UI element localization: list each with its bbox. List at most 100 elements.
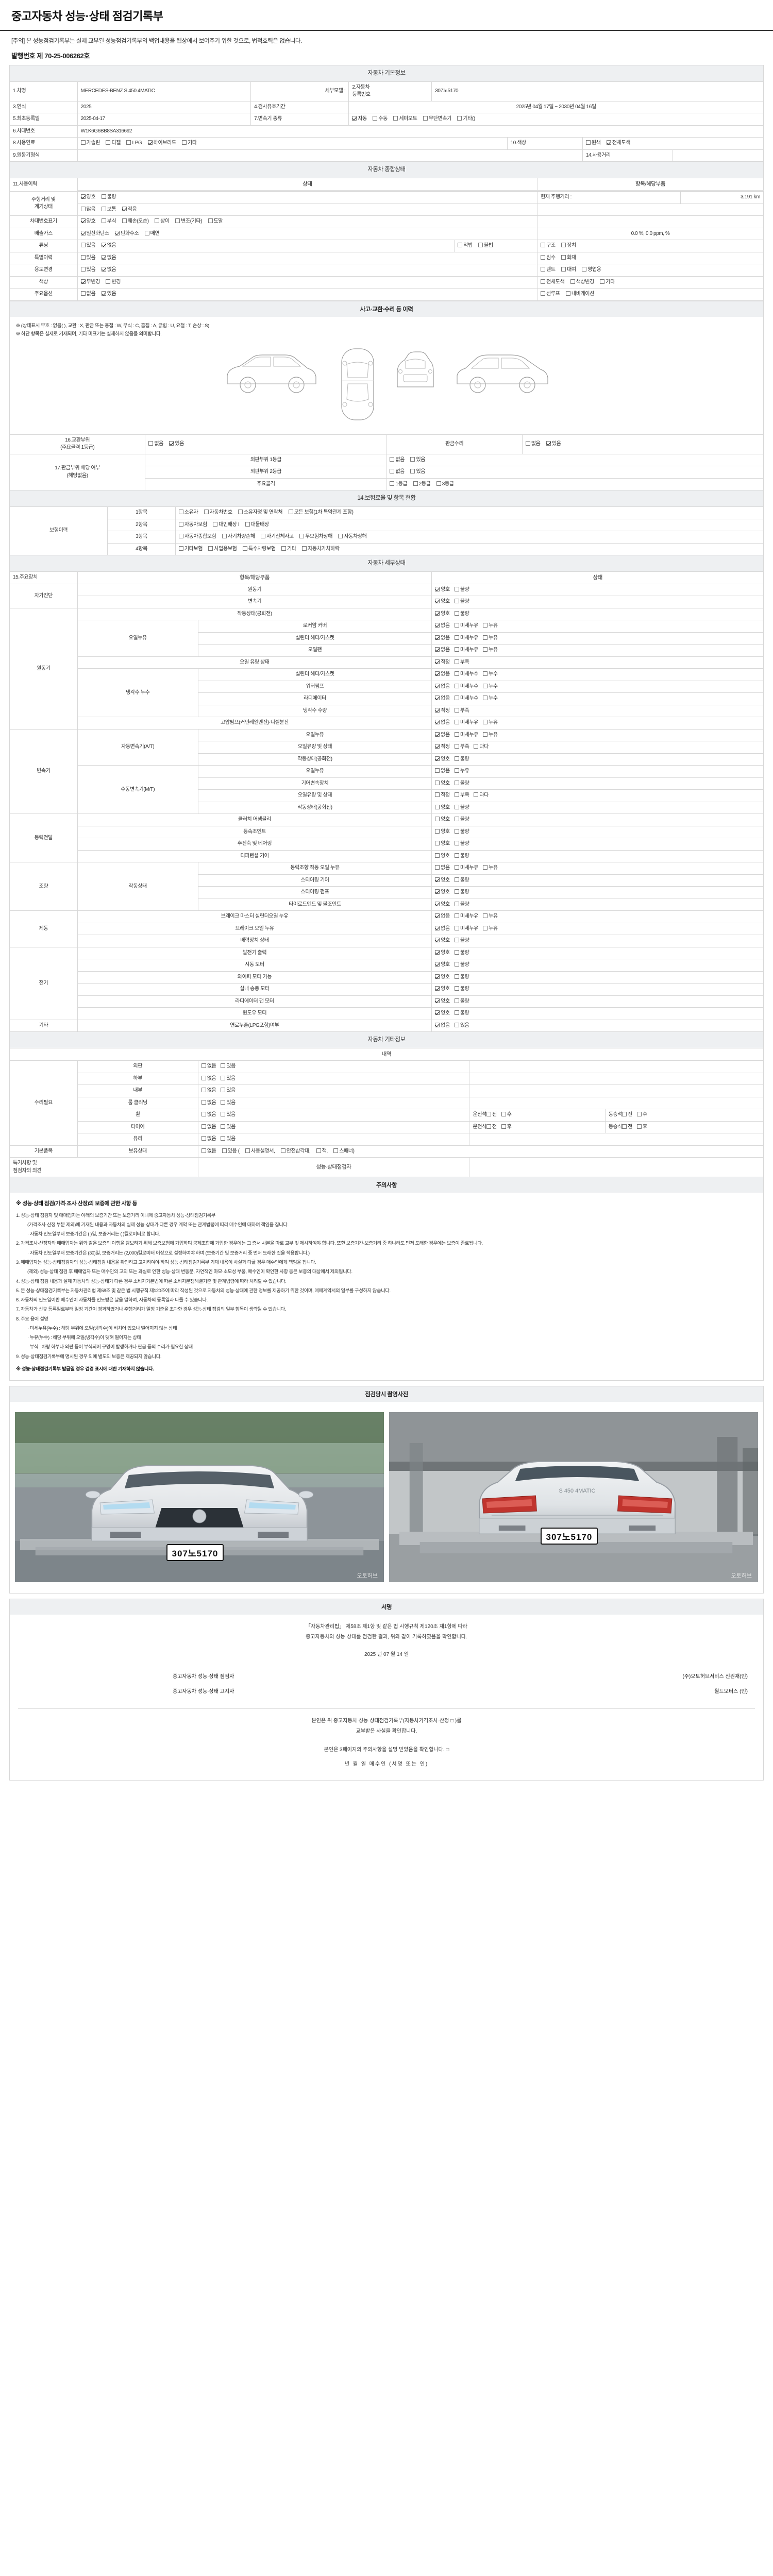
checkbox-icon[interactable] [483,635,488,640]
opt-outer2-yes[interactable]: 있음 [410,468,425,476]
checkbox-icon[interactable] [483,720,488,725]
opt-usage-rent[interactable]: 렌트 [541,266,556,274]
detail-2-5-options[interactable]: 적정 부족 과다 [431,789,764,802]
checkbox-icon[interactable] [454,974,459,979]
detail-1-0-opt-0[interactable]: 양호 [435,611,450,618]
insurance-options-1[interactable]: 소유자 자동차번호 소유자명 및 연락처 모든 보험(1차 특약관계 포함) [175,506,764,519]
checkbox-icon[interactable] [333,1148,339,1153]
detail-1-1-opt-1[interactable]: 미세누유 [454,622,478,630]
detail-0-0-opt-0[interactable]: 양호 [435,586,450,594]
insurance-options-3[interactable]: 자동차종합보험 자기차량손해 자기신체사고 무보험차상해 자동차상해 [175,531,764,544]
opt-ins1-all[interactable]: 모든 보험(1차 특약관계 포함) [288,509,354,517]
opt-ins2-bodily[interactable]: 대인배상 I [213,521,240,529]
checkbox-icon[interactable] [201,1063,206,1069]
checkbox-icon[interactable] [155,218,160,224]
insurance-options-2[interactable]: 자동차보험 대인배상 I 대물배상 [175,518,764,532]
detail-1-9-opt-1[interactable]: 미세누유 [454,719,478,727]
other-2-opt-0[interactable]: 없음 [201,1087,216,1095]
other-2-options[interactable]: 없음 있음 [197,1084,470,1097]
color-options[interactable]: 원색 전체도색 [582,137,764,150]
checkbox-icon[interactable] [222,1148,227,1153]
detail-5-1-options[interactable]: 없음 미세누유 누유 [431,922,764,936]
opt-basic-yes[interactable]: 있음 ( [222,1148,240,1156]
main-frame-options[interactable]: 1등급 2등급 3등급 [386,478,764,491]
checkbox-icon[interactable] [435,611,440,616]
checkbox-icon[interactable] [435,986,440,991]
transmission-options[interactable]: 자동 수동 세미오토 무단변속기 기타() [348,113,764,126]
detail-6-1-opt-0[interactable]: 양호 [435,961,450,969]
detail-7-0-opt-1[interactable]: 있음 [454,1022,469,1030]
detail-5-2-opt-1[interactable]: 불량 [454,937,469,945]
detail-6-3-options[interactable]: 양호 불량 [431,983,764,996]
checkbox-icon[interactable] [101,206,106,211]
checkbox-icon[interactable] [435,817,440,822]
opt-special-yes[interactable]: 있음 [80,255,96,262]
checkbox-icon[interactable] [352,116,357,121]
opt-tuning-legal[interactable]: 적법 [458,242,473,250]
main-options-list[interactable]: 선루프 내비게이션 [537,288,764,301]
checkbox-icon[interactable] [302,546,307,551]
checkbox-icon[interactable] [435,780,440,785]
special-history-options[interactable]: 있음 없음 [77,251,538,265]
other-4-driver-side[interactable]: 운전석 전 후 [469,1109,606,1122]
color-change-options[interactable]: 무변경 변경 [77,276,538,289]
opt-emission-hc[interactable]: 탄화수소 [115,230,139,238]
checkbox-icon[interactable] [410,456,415,462]
opt-odo-good[interactable]: 양호 [80,194,96,201]
opt-vin-different[interactable]: 상이 [155,218,170,226]
opt-basic-manual[interactable]: 사용설명서, [245,1148,275,1156]
checkbox-icon[interactable] [435,647,440,652]
checkbox-icon[interactable] [435,635,440,640]
checkbox-icon[interactable] [182,140,187,145]
detail-5-2-opt-0[interactable]: 양호 [435,937,450,945]
detail-0-1-options[interactable]: 양호 불량 [431,596,764,608]
opt-odo-bad[interactable]: 불량 [101,194,116,201]
detail-7-0-options[interactable]: 없음 있음 [431,1019,764,1032]
checkbox-icon[interactable] [222,534,227,539]
detail-1-9-opt-0[interactable]: 없음 [435,719,450,727]
checkbox-icon[interactable] [483,647,488,652]
opt-vin-good[interactable]: 양호 [80,218,96,226]
detail-2-2-opt-1[interactable]: 불량 [454,756,469,764]
opt-ins2-auto[interactable]: 자동차보험 [178,521,207,529]
checkbox-icon[interactable] [570,279,575,284]
checkbox-icon[interactable] [213,521,218,527]
detail-3-3-options[interactable]: 양호 불량 [431,850,764,863]
checkbox-icon[interactable] [101,194,106,199]
detail-6-4-opt-0[interactable]: 양호 [435,998,450,1006]
checkbox-icon[interactable] [435,889,440,894]
detail-2-6-opt-0[interactable]: 양호 [435,804,450,812]
checkbox-icon[interactable] [622,1112,627,1117]
vin-marking-options[interactable]: 양호 부식 훼손(오손) 상이 변조(기타) 도말 [77,215,538,228]
detail-5-0-opt-2[interactable]: 누유 [483,913,498,921]
detail-6-5-opt-1[interactable]: 불량 [454,1010,469,1018]
opt-outer1-none[interactable]: 없음 [390,456,405,464]
checkbox-icon[interactable] [221,1136,226,1141]
opt-emission-co[interactable]: 일산화탄소 [80,230,109,238]
other-4-opt-1[interactable]: 있음 [221,1111,236,1119]
detail-3-3-opt-0[interactable]: 양호 [435,853,450,860]
detail-2-2-options[interactable]: 양호 불량 [431,753,764,766]
detail-4-1-opt-0[interactable]: 양호 [435,877,450,885]
opt-trans-auto[interactable]: 자동 [352,115,367,123]
detail-1-7-opt-2[interactable]: 누수 [483,695,498,703]
detail-1-7-opt-1[interactable]: 미세누수 [454,695,478,703]
detail-2-4-opt-0[interactable]: 양호 [435,780,450,788]
checkbox-icon[interactable] [101,243,106,248]
opt-odo-many[interactable]: 많음 [80,206,96,214]
checkbox-icon[interactable] [474,792,479,798]
opt-tuning-structure[interactable]: 구조 [541,242,556,250]
checkbox-icon[interactable] [622,1124,627,1129]
checkbox-icon[interactable] [316,1148,321,1153]
opt-mainopt-none[interactable]: 없음 [80,291,96,298]
odometer-amount-options[interactable]: 많음 보통 적음 [77,203,538,216]
other-0-opt-0[interactable]: 없음 [201,1063,216,1071]
detail-6-3-opt-0[interactable]: 양호 [435,986,450,993]
opt-navigation[interactable]: 내비게이션 [565,291,594,298]
usage-change-type-options[interactable]: 렌트 대여 영업용 [537,264,764,277]
other-1-opt-0[interactable]: 없음 [201,1075,216,1083]
detail-6-1-options[interactable]: 양호 불량 [431,959,764,972]
detail-7-0-opt-0[interactable]: 없음 [435,1022,450,1030]
opt-ins4-commercial[interactable]: 사업용보험 [208,546,237,553]
checkbox-icon[interactable] [221,1075,226,1080]
